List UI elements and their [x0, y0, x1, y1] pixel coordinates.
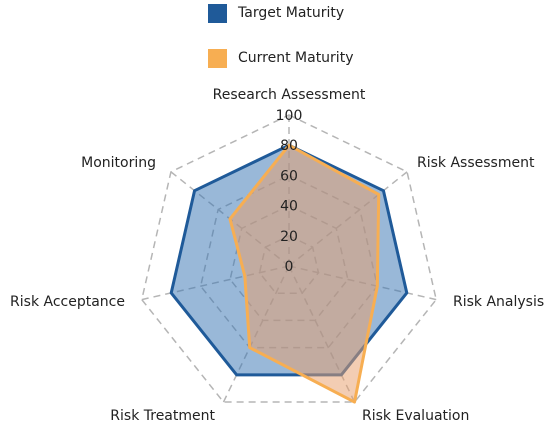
- axis-label-risk-assessment: Risk Assessment: [417, 155, 535, 171]
- legend-label-target: Target Maturity: [238, 5, 345, 21]
- axis-label-risk-evaluation: Risk Evaluation: [362, 408, 469, 424]
- radar-series: [169, 143, 409, 404]
- axis-labels: Research Assessment Risk Assessment Risk A…: [10, 87, 544, 424]
- legend-item-current: Current Maturity: [208, 48, 353, 68]
- axis-label-research-assessment: Research Assessment: [213, 87, 366, 103]
- radial-tick-label: 40: [280, 199, 298, 215]
- radial-tick-labels: 0 20 40 60 80 100: [276, 108, 303, 275]
- radial-tick-label: 60: [280, 168, 298, 184]
- series-polygon-current: [228, 143, 381, 404]
- grid-ring: [140, 114, 438, 403]
- legend-swatch-target: [208, 3, 227, 23]
- axis-label-monitoring: Monitoring: [81, 155, 156, 171]
- legend-item-target: Target Maturity: [208, 3, 344, 23]
- radial-tick-label: 100: [276, 108, 303, 124]
- legend-swatch-current: [208, 48, 227, 68]
- axis-label-risk-analysis: Risk Analysis: [453, 294, 544, 310]
- axis-label-risk-treatment: Risk Treatment: [110, 408, 215, 424]
- axis-label-risk-acceptance: Risk Acceptance: [10, 294, 125, 310]
- radial-tick-label: 20: [280, 229, 298, 245]
- legend-label-current: Current Maturity: [238, 50, 354, 66]
- radial-tick-label: 0: [285, 259, 294, 275]
- radial-tick-label: 80: [280, 138, 298, 154]
